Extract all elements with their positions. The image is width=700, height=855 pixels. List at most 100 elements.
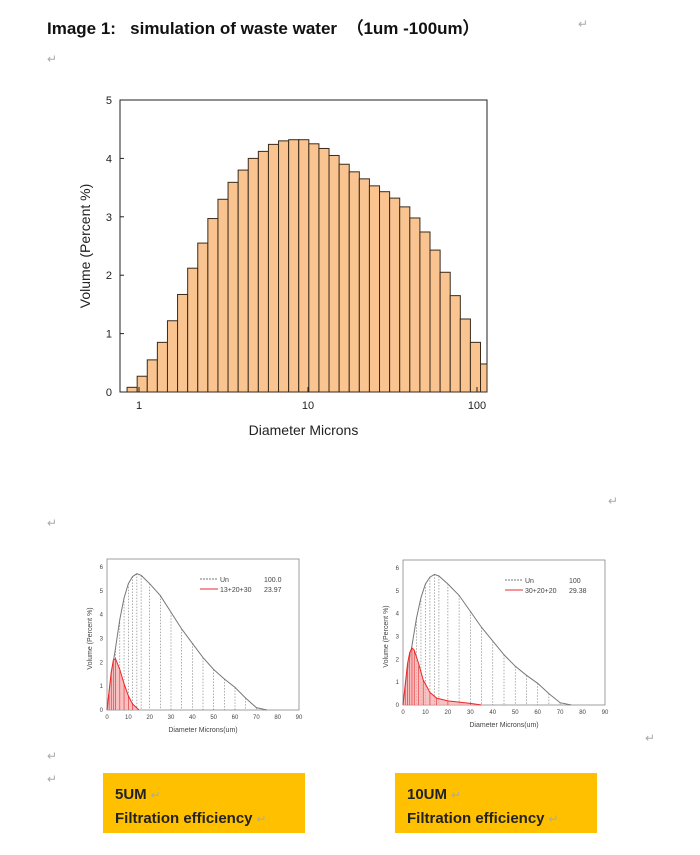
- histogram-bar: [257, 150, 269, 393]
- y-tick-label: 2: [106, 270, 112, 282]
- histogram-bar: [419, 231, 431, 393]
- y-tick-label: 4: [106, 153, 112, 165]
- series-line-13+20+30: [106, 658, 140, 711]
- histogram-bar: [338, 163, 350, 393]
- legend-value: 100.0: [264, 577, 282, 584]
- x-tick-label: 60: [534, 710, 541, 716]
- return-mark: ↵: [47, 772, 58, 786]
- histogram-bar: [449, 295, 461, 393]
- histogram-bar: [227, 181, 239, 393]
- y-axis-label: Volume (Percent %): [87, 607, 94, 669]
- histogram-bar: [368, 185, 381, 393]
- histogram-bar: [379, 191, 391, 393]
- histogram-bar: [288, 139, 300, 393]
- x-tick-label: 70: [253, 715, 260, 721]
- x-tick-label: 60: [232, 715, 239, 721]
- box-size-label: 10UM: [407, 786, 448, 803]
- y-tick-label: 5: [106, 95, 112, 107]
- x-axis-label: Diameter Microns(um): [168, 727, 237, 734]
- x-tick-label: 20: [146, 715, 153, 721]
- x-tick-label: 70: [557, 710, 564, 716]
- x-tick-label: 10: [125, 715, 132, 721]
- y-tick-label: 0: [100, 708, 104, 714]
- return-mark: ↵: [608, 494, 619, 508]
- legend-name: Un: [525, 578, 534, 585]
- return-mark: ↵: [47, 749, 58, 763]
- histogram-bar: [348, 171, 360, 393]
- series-line-Un: [106, 573, 268, 711]
- x-tick-label: 10: [302, 400, 314, 412]
- histogram-bar: [389, 197, 401, 393]
- x-tick-label: 80: [579, 710, 586, 716]
- filtered-area: [403, 647, 482, 705]
- filtration-box-5um: 5UM ↵ Filtration efficiency ↵: [103, 773, 305, 833]
- document-title: Image 1: simulation of waste water （1um …: [47, 19, 480, 38]
- x-tick-label: 0: [401, 710, 405, 716]
- filtration-chart-10um: Un 100 30+20+20 29.38 0 10 20 30 40 50 60 70 80 90 0 1 2…: [383, 559, 609, 729]
- series-line-30+20+20: [402, 647, 482, 706]
- histogram-bar: [177, 293, 189, 393]
- return-mark: ↵: [150, 788, 161, 802]
- x-tick-label: 40: [489, 710, 496, 716]
- histogram-bar: [237, 169, 249, 393]
- return-mark: ↵: [548, 812, 559, 826]
- histogram-bar: [247, 157, 259, 393]
- x-tick-label: 20: [445, 710, 452, 716]
- histogram-bar: [278, 140, 290, 393]
- x-tick-label: 40: [189, 715, 196, 721]
- y-tick-label: 4: [396, 612, 400, 618]
- y-tick-label: 6: [100, 565, 104, 571]
- histogram-bar: [399, 206, 411, 393]
- return-mark: ↵: [47, 52, 58, 66]
- y-axis-label: Volume (Percent %): [77, 184, 93, 309]
- x-tick-label: 90: [602, 710, 609, 716]
- x-tick-label: 80: [274, 715, 281, 721]
- y-tick-label: 3: [396, 635, 400, 641]
- histogram-bar: [187, 267, 199, 393]
- histogram-bar: [318, 147, 330, 393]
- y-tick-label: 2: [396, 657, 400, 663]
- histogram-bar: [328, 154, 340, 393]
- y-tick-label: 3: [106, 212, 112, 224]
- histogram-bar: [429, 249, 441, 393]
- box-size-label: 5UM: [115, 786, 147, 803]
- filtered-area: [107, 658, 139, 710]
- x-axis-label: Diameter Microns(um): [469, 722, 538, 729]
- histogram-bar: [439, 271, 451, 393]
- y-tick-label: 5: [396, 589, 400, 595]
- histogram-bar: [459, 318, 471, 393]
- y-tick-label: 1: [396, 680, 400, 686]
- box-efficiency-label: Filtration efficiency: [407, 810, 545, 827]
- x-tick-label: 30: [467, 710, 474, 716]
- histogram-bar: [480, 363, 488, 393]
- x-tick-label: 1: [136, 400, 142, 412]
- legend-name: 13+20+30: [220, 587, 252, 594]
- histogram-bar: [166, 320, 179, 393]
- box-efficiency-label: Filtration efficiency: [115, 810, 253, 827]
- legend-name: Un: [220, 577, 229, 584]
- y-tick-label: 1: [100, 684, 104, 690]
- histogram-bar: [197, 242, 209, 393]
- x-tick-label: 30: [168, 715, 175, 721]
- x-axis-label: Diameter Microns: [249, 422, 359, 438]
- x-tick-label: 50: [512, 710, 519, 716]
- legend-value: 29.38: [569, 588, 587, 595]
- y-tick-label: 4: [100, 613, 104, 619]
- series-line-Un: [402, 573, 572, 706]
- return-mark: ↵: [256, 812, 267, 826]
- histogram-bar: [298, 139, 310, 393]
- x-tick-label: 100: [468, 400, 486, 412]
- x-tick-label: 0: [105, 715, 109, 721]
- volume-histogram-chart: 0 1 2 3 4 5 1 10 100 Diameter Microns Volume (Perc…: [77, 95, 488, 438]
- histogram-bar: [217, 198, 229, 393]
- histogram-bar: [308, 143, 320, 393]
- x-tick-label: 50: [210, 715, 217, 721]
- y-tick-label: 0: [106, 387, 112, 399]
- histogram-bar: [409, 217, 421, 393]
- filtration-chart-5um: Un 100.0 13+20+30 23.97 0 10 20 30 40 50 60 70 80 90 0…: [87, 558, 303, 734]
- return-mark: ↵: [578, 17, 589, 31]
- legend-value: 23.97: [264, 587, 282, 594]
- y-tick-label: 6: [396, 566, 400, 572]
- return-mark: ↵: [645, 731, 656, 745]
